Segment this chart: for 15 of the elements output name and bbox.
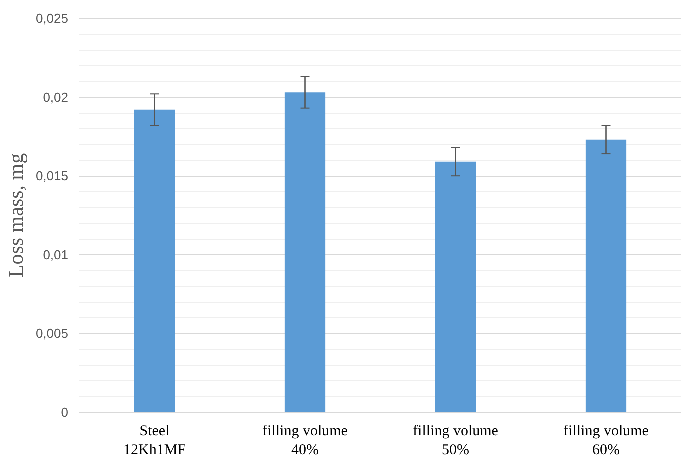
bar: [284, 92, 326, 412]
y-tick-label: 0,02: [43, 90, 69, 105]
bar: [586, 140, 627, 412]
y-tick-label: 0,005: [36, 326, 69, 342]
x-tick-label: filling volume 40%: [262, 424, 348, 459]
x-tick-label: Steel 12Kh1MF: [123, 424, 186, 459]
y-tick-label: 0,015: [36, 168, 69, 184]
y-tick-label: 0,025: [36, 11, 69, 26]
y-tick-label: 0: [61, 405, 69, 420]
x-tick-label: filling volume 50%: [413, 424, 499, 459]
y-tick-label: 0,01: [43, 247, 69, 262]
x-tick-label: filling volume 60%: [564, 424, 650, 459]
y-axis-title: Loss mass, mg: [4, 152, 28, 278]
bar: [435, 162, 476, 412]
bar: [134, 110, 176, 412]
